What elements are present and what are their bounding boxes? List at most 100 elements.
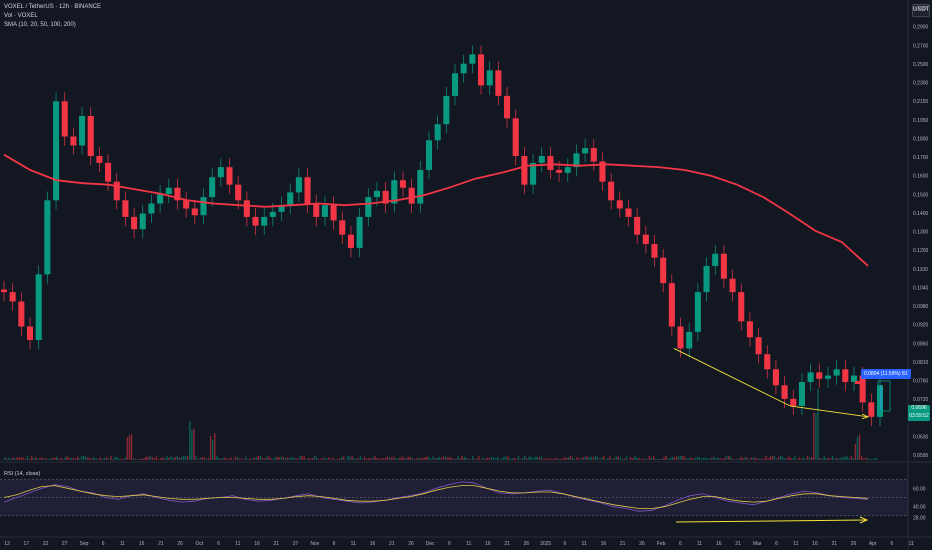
volume-bar xyxy=(505,456,507,460)
volume-bar xyxy=(330,458,332,460)
volume-bar xyxy=(436,457,439,460)
volume-bar xyxy=(139,458,141,460)
volume-bar xyxy=(694,458,696,460)
volume-bar xyxy=(401,456,403,460)
volume-bar xyxy=(278,457,280,460)
candle-body xyxy=(660,257,667,284)
price-axis-tick: 0.2300 xyxy=(913,81,929,87)
volume-bar xyxy=(353,458,355,460)
volume-bar xyxy=(66,455,68,460)
volume-bar xyxy=(403,457,405,460)
volume-bar xyxy=(507,456,509,460)
currency-badge[interactable]: USDT xyxy=(912,4,930,17)
volume-bar xyxy=(476,458,478,460)
volume-bar xyxy=(815,413,817,460)
candle-body xyxy=(417,169,424,204)
volume-legend[interactable]: Vol · VOXEL xyxy=(4,13,38,19)
volume-bar xyxy=(607,458,609,460)
candle-body xyxy=(261,216,268,226)
time-axis-tick: 16 xyxy=(485,541,491,547)
volume-bar xyxy=(632,458,634,460)
volume-bar xyxy=(821,458,823,460)
volume-bar xyxy=(478,455,480,460)
volume-bar xyxy=(428,456,430,460)
volume-bar xyxy=(546,458,549,460)
volume-bar xyxy=(869,459,871,460)
volume-bar xyxy=(6,458,8,460)
volume-bar xyxy=(530,456,532,460)
time-axis-tick: Feb xyxy=(657,541,666,547)
volume-bar xyxy=(282,457,285,460)
volume-bar xyxy=(578,457,580,460)
candle-body xyxy=(460,63,467,74)
volume-bar xyxy=(72,457,75,460)
price-axis-tick: 0.0920 xyxy=(913,323,929,329)
volume-bar xyxy=(234,456,237,460)
time-axis-tick: Dec xyxy=(426,541,435,547)
volume-bar xyxy=(490,457,493,460)
volume-bar xyxy=(370,458,372,460)
volume-bar xyxy=(288,457,291,460)
volume-bar xyxy=(692,458,694,460)
candle-body xyxy=(356,216,363,248)
candle-body xyxy=(824,375,831,379)
volume-bar xyxy=(844,456,846,460)
volume-bar xyxy=(380,458,382,460)
volume-bar xyxy=(99,457,102,460)
volume-bar xyxy=(781,456,784,460)
time-axis-tick: 21 xyxy=(620,541,626,547)
volume-bar xyxy=(517,456,520,460)
volume-bar xyxy=(567,457,570,460)
rsi-legend[interactable]: RSI (14, close) xyxy=(4,471,41,477)
volume-bar xyxy=(748,459,751,460)
volume-bar xyxy=(232,459,235,460)
candle-body xyxy=(304,177,311,204)
price-axis-tick: 0.1500 xyxy=(913,192,929,198)
volume-bar xyxy=(790,458,792,460)
time-axis-tick: 16 xyxy=(812,541,818,547)
volume-bar xyxy=(74,458,77,460)
volume-bar xyxy=(596,456,599,460)
volume-bar xyxy=(340,456,343,460)
time-axis-tick: 6 xyxy=(679,541,682,547)
volume-bar xyxy=(573,458,576,460)
volume-bar xyxy=(615,456,617,460)
volume-bar xyxy=(243,459,245,460)
candle-body xyxy=(712,253,719,266)
symbol-title[interactable]: VOXEL / TetherUS · 12h · BINANCE xyxy=(4,4,102,10)
volume-bar xyxy=(388,457,391,460)
candle-body xyxy=(70,136,77,146)
time-axis-tick: 26 xyxy=(524,541,530,547)
volume-bar xyxy=(434,458,436,460)
volume-bar xyxy=(515,458,518,460)
time-axis-tick: 6 xyxy=(333,541,336,547)
volume-bar xyxy=(405,458,407,460)
volume-bar xyxy=(20,456,23,460)
candle-body xyxy=(790,398,797,406)
volume-bar xyxy=(392,456,395,460)
volume-bar xyxy=(496,456,499,460)
volume-bar xyxy=(871,459,873,460)
volume-bar xyxy=(189,421,191,460)
volume-bar xyxy=(848,458,850,460)
candle-body xyxy=(131,216,138,230)
volume-bar xyxy=(865,457,867,460)
time-axis-tick: 6 xyxy=(891,541,894,547)
volume-bar xyxy=(717,457,719,460)
volume-bar xyxy=(305,458,307,460)
price-axis-tick: 0.0980 xyxy=(913,304,929,310)
sma-legend[interactable]: SMA (10, 20, 50, 100, 200) xyxy=(4,22,76,28)
volume-bar xyxy=(320,458,322,460)
volume-bar xyxy=(854,443,857,460)
volume-bar xyxy=(725,455,728,460)
volume-bar xyxy=(652,456,655,460)
volume-bar xyxy=(316,457,318,460)
candle-body xyxy=(729,278,736,293)
time-axis-tick: Apr xyxy=(869,541,877,547)
volume-bar xyxy=(777,456,780,460)
candle-body xyxy=(547,156,554,170)
volume-bar xyxy=(744,457,746,460)
candle-body xyxy=(573,153,580,168)
price-axis-tick: 0.2500 xyxy=(913,62,929,68)
